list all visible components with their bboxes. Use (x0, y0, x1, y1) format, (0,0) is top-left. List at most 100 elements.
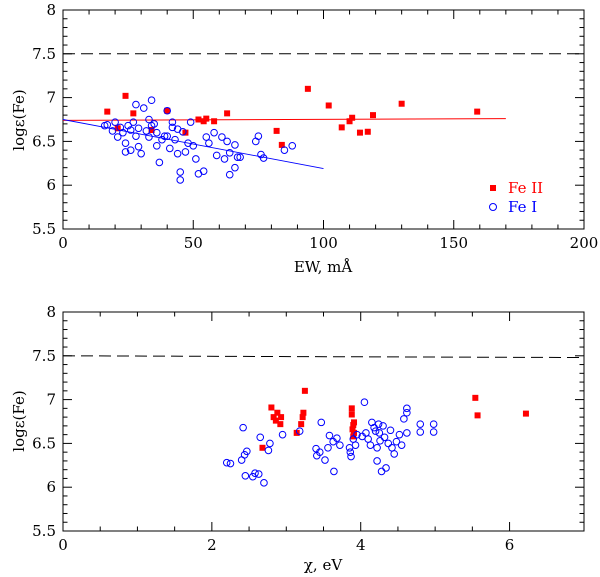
y-tick-label: 6.5 (32, 132, 56, 150)
fe2-point (164, 107, 171, 114)
fe1-point (108, 127, 117, 135)
y-axis-label-chi: logε(Fe) (10, 390, 28, 451)
fe1-point (168, 118, 177, 126)
fe2-point (273, 127, 280, 134)
fe1-point (278, 430, 287, 439)
fe1-point (119, 128, 127, 137)
fe1-point (113, 133, 122, 141)
fe1-point (137, 149, 145, 158)
y-tick-labels-chi: 5.5 6 6.5 7 7.5 8 (32, 303, 56, 540)
fe1-point (168, 123, 177, 132)
fe1-point (202, 133, 211, 141)
fe2-point (472, 394, 479, 401)
fe2-point (259, 444, 266, 451)
fe1-point (373, 443, 381, 452)
fe1-point (163, 106, 171, 115)
fe1-point (416, 420, 425, 428)
fe1-point (259, 154, 268, 162)
fe1-point (366, 441, 375, 449)
fe1-point (390, 450, 399, 458)
fe2-point (148, 127, 155, 134)
fe1-point (351, 441, 360, 449)
fe1-point (397, 441, 406, 449)
y-tick-label: 8 (46, 303, 56, 321)
x-tick-label: 200 (570, 234, 599, 252)
x-tick-label: 0 (58, 536, 68, 554)
fe1-point (236, 153, 244, 161)
fe1-point (295, 427, 304, 435)
fe1-point (266, 439, 274, 448)
fe1-point (330, 467, 338, 476)
x-tick-label: 50 (184, 234, 203, 252)
fe1-point (132, 132, 140, 140)
fe1-point (241, 472, 250, 480)
fe2-point (522, 410, 529, 417)
fe2-point (299, 414, 306, 421)
panel-ew: 0 50 100 150 200 5.5 6 6.5 7 7.5 8 EW, mÅ logε(Fe… (10, 1, 598, 276)
x-tick-label: 0 (58, 234, 68, 252)
fe1-point (225, 148, 234, 157)
fe1-point (400, 415, 408, 423)
fe2-point (278, 141, 285, 148)
fe1-point (254, 470, 263, 478)
legend: Fe II Fe I (489, 179, 543, 216)
fe2-point (349, 426, 356, 433)
fe2-point (304, 85, 311, 92)
fe1-point (347, 452, 355, 461)
fe1-point (152, 141, 161, 150)
reference-line-chi (62, 355, 585, 359)
fe2-point (104, 108, 111, 115)
fe2-point (474, 412, 481, 419)
fe2-point (301, 387, 308, 394)
fe1-point (176, 176, 185, 184)
fe2-point (349, 114, 356, 121)
fe1-point (171, 135, 179, 144)
fit-line (62, 118, 506, 121)
fe1-point (121, 139, 130, 147)
fe1-point (324, 443, 332, 452)
fe1-point (218, 133, 226, 141)
fe1-point (317, 418, 326, 427)
fe1-point (373, 457, 381, 465)
fe1-point (222, 458, 231, 467)
fe1-point (145, 133, 153, 141)
fe1-point (111, 118, 119, 126)
fe1-point (210, 128, 218, 137)
x-tick-labels-chi: 0 2 4 6 (58, 536, 514, 554)
y-tick-label: 8 (46, 1, 56, 19)
legend-label-fe1: Fe I (508, 198, 537, 216)
fe1-point (179, 127, 187, 136)
y-tick-label: 6 (46, 478, 56, 496)
fe2-point (203, 115, 210, 122)
fe2-point (122, 92, 129, 99)
fe1-point (134, 124, 143, 133)
points-chi (222, 387, 529, 487)
fe2-point (268, 404, 275, 411)
fe2-point (348, 411, 355, 418)
fe2-point (356, 129, 363, 136)
fe1-point (386, 426, 395, 435)
fe2-point (278, 414, 285, 421)
fe2-point (195, 116, 202, 123)
fe2-point (277, 421, 284, 428)
fe1-point (380, 433, 389, 442)
y-tick-labels-ew: 5.5 6 6.5 7 7.5 8 (32, 1, 56, 238)
fe1-point (150, 120, 158, 128)
fe1-point (374, 420, 383, 428)
x-tick-label: 2 (207, 536, 217, 554)
y-tick-label: 7 (46, 89, 56, 107)
fe1-point (375, 429, 384, 437)
fe1-point (280, 146, 289, 154)
fe1-point (429, 428, 438, 436)
fe1-point (231, 141, 239, 149)
fe1-point (212, 151, 221, 160)
fe2-point (369, 112, 376, 119)
fe1-point (173, 149, 182, 158)
fe1-point (376, 436, 384, 445)
x-tick-label: 6 (505, 536, 515, 554)
fe2-point (474, 108, 481, 115)
fe1-point (166, 144, 174, 153)
fe2-point (348, 405, 355, 412)
fe1-point (233, 153, 242, 161)
